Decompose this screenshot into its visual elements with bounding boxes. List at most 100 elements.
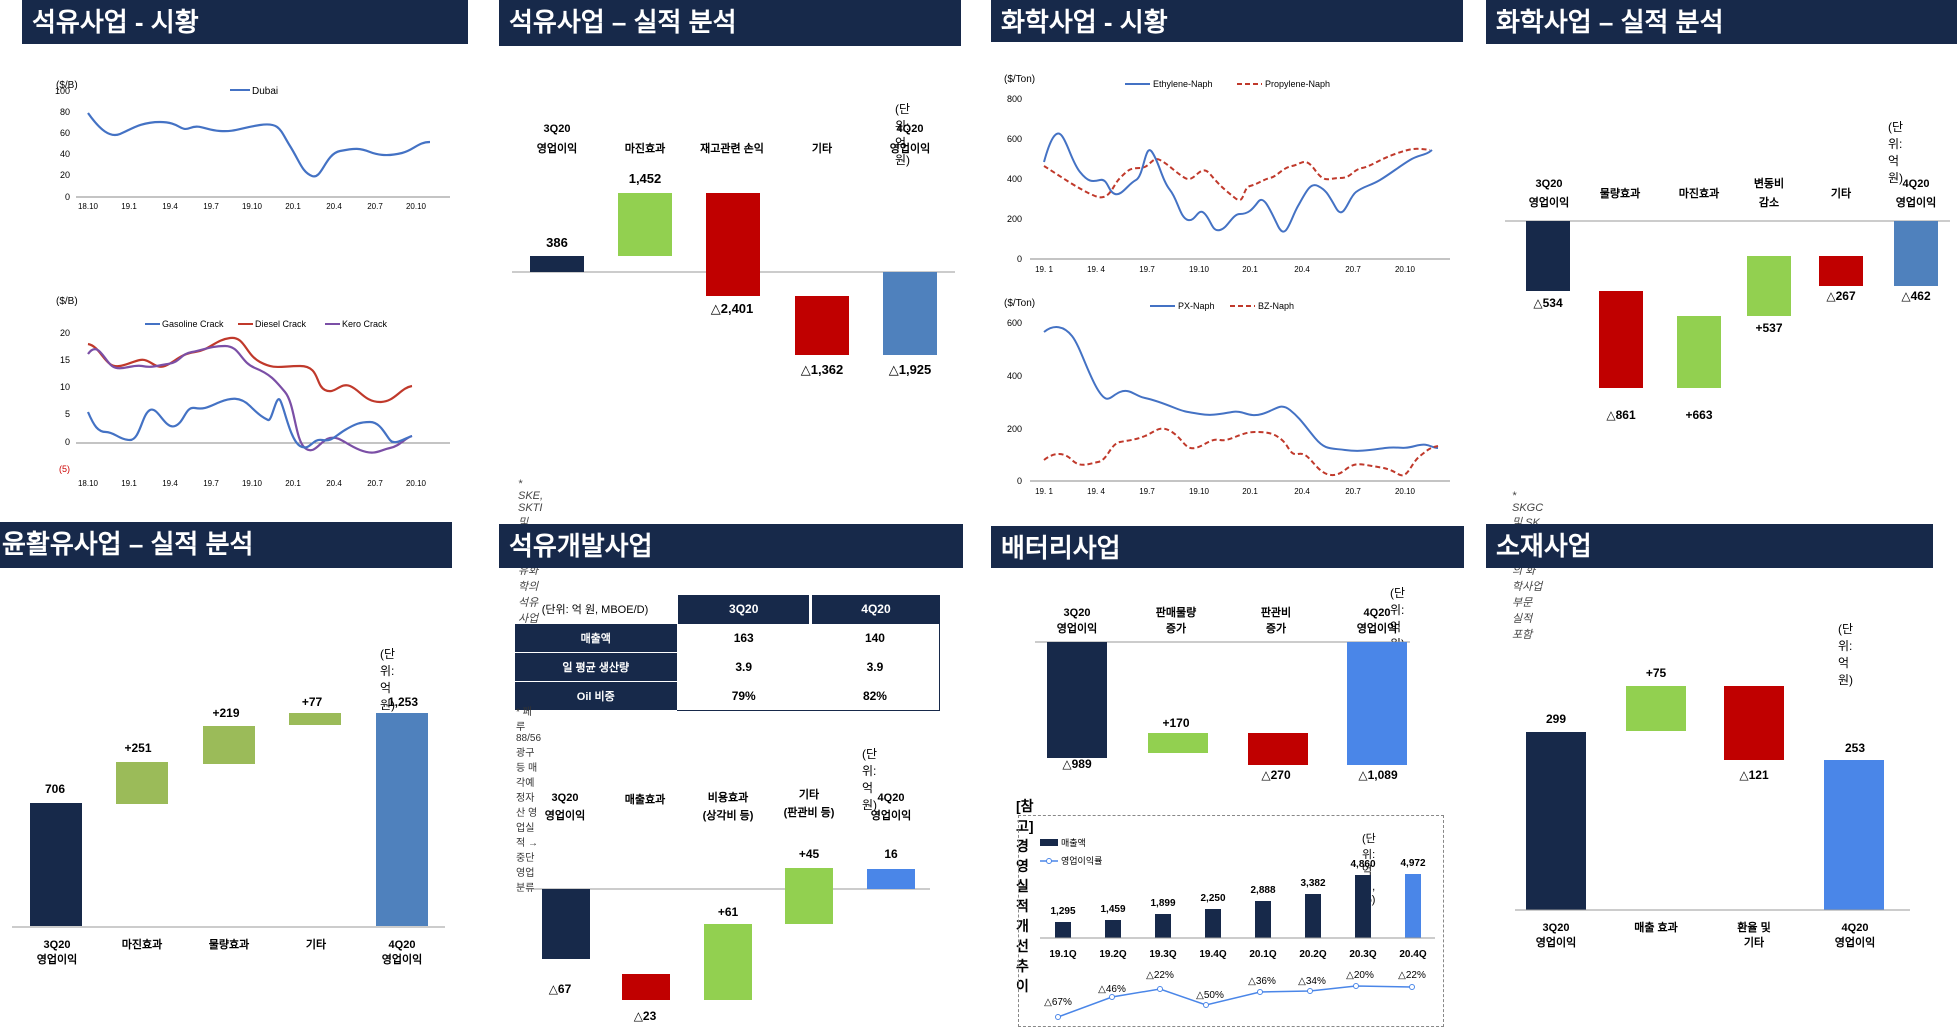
chem-perf-title: 화학사업 – 실적 분석 [1486, 0, 1957, 44]
legend-px: PX-Naph [1178, 301, 1215, 311]
sales-bar [1205, 909, 1221, 938]
x-tick: 19.10 [242, 202, 263, 211]
x-tick: 20.4 [326, 202, 342, 211]
y-tick: 0 [65, 437, 70, 447]
cat-label: 판관비 [1261, 605, 1291, 619]
cat-label: 4Q20 [878, 792, 905, 804]
margin-point [1257, 989, 1263, 995]
margin-label: △20% [1346, 970, 1374, 981]
value-label: +77 [302, 695, 323, 709]
y-tick: 0 [65, 192, 70, 202]
bar-volume [1148, 733, 1208, 753]
value-label: 1,253 [388, 695, 418, 709]
ep-unit: (단위: 억 원) [862, 747, 878, 812]
margin-label: △36% [1248, 976, 1276, 987]
margin-label: △22% [1398, 970, 1426, 981]
cat-label: 영업이익 [1057, 621, 1097, 635]
x-tick: 20.10 [406, 479, 427, 488]
margin-label: △50% [1196, 990, 1224, 1001]
value-label: △23 [634, 1009, 657, 1023]
x-tick: 20.4 [1294, 487, 1310, 496]
ep-cell: 140 [810, 623, 940, 653]
quarter-label: 20.4Q [1399, 949, 1426, 960]
kero-line [87, 344, 413, 454]
legend-ethylene: Ethylene-Naph [1153, 79, 1213, 89]
x-tick: 20.1 [1242, 487, 1258, 496]
diesel-line [87, 336, 413, 404]
ep-cell: 3.9 [810, 652, 940, 682]
cat-label: 기타 [812, 141, 833, 155]
value-label: +251 [124, 741, 151, 755]
sales-label: 1,459 [1100, 904, 1125, 915]
battery-ref-chart: 매출액 영업이익률 1,295 1,459 1,899 2,250 2,888 … [1040, 837, 1435, 1020]
lube-perf-title: 윤활유사업 – 실적 분석 [0, 522, 452, 568]
quarter-label: 20.2Q [1299, 949, 1326, 960]
cat-label: 4Q20 [1842, 922, 1869, 934]
sales-label: 1,295 [1050, 906, 1075, 917]
cat-label: 영업이익 [890, 141, 930, 155]
cat-label: 환율 및 [1737, 920, 1770, 934]
quarter-label: 19.2Q [1099, 949, 1126, 960]
cat-label: 영업이익 [1896, 195, 1936, 209]
dubai-xticks: 18.10 19.1 19.4 19.7 19.10 20.1 20.4 20.… [78, 202, 427, 211]
bar-4q20 [1347, 642, 1407, 765]
bar-inventory [706, 193, 760, 296]
chem-market-title: 화학사업 - 시황 [991, 0, 1463, 42]
bar-sales [622, 974, 670, 1000]
x-tick: 20.10 [406, 202, 427, 211]
bar-4q20 [1824, 760, 1884, 910]
dubai-line [87, 112, 431, 178]
dubai-unit: ($/B) [56, 80, 78, 91]
legend-diesel: Diesel Crack [255, 319, 307, 329]
margin-point [1353, 983, 1359, 989]
y-tick: 200 [1007, 424, 1022, 434]
bar-other [795, 296, 849, 355]
cat-label: 3Q20 [44, 939, 71, 951]
ep-row-label: 일 평균 생산량 [515, 652, 677, 682]
bar-sales [1626, 686, 1686, 731]
sales-label: 4,972 [1400, 858, 1425, 869]
x-tick: 20.7 [367, 479, 383, 488]
x-tick: 20.7 [1345, 265, 1361, 274]
x-tick: 19.7 [1139, 487, 1155, 496]
legend-gasoline: Gasoline Crack [162, 319, 224, 329]
x-tick: 19. 4 [1087, 487, 1105, 496]
x-tick: 19.7 [203, 479, 219, 488]
value-label: △1,362 [801, 362, 844, 377]
cat-label: 영업이익 [537, 141, 577, 155]
propylene-line [1043, 147, 1431, 201]
bar-3q20 [1526, 221, 1570, 291]
y-tick: 10 [60, 382, 70, 392]
cat-label: 영업이익 [382, 952, 422, 966]
x-tick: 19.1 [121, 202, 137, 211]
cat-label: 4Q20 [389, 939, 416, 951]
oil-perf-chart: 3Q20 영업이익 마진효과 재고관련 손익 기타 4Q20 영업이익 386 … [512, 123, 955, 377]
legend-propylene: Propylene-Naph [1265, 79, 1330, 89]
margin-label: △34% [1298, 976, 1326, 987]
oil-perf-title: 석유사업 – 실적 분석 [499, 0, 961, 46]
x-tick: 20.7 [367, 202, 383, 211]
cat-label: 영업이익 [545, 808, 585, 822]
cat-label: 3Q20 [1543, 922, 1570, 934]
materials-chart: 299 +75 △121 253 3Q20 영업이익 매출 효과 환율 및 기타… [1515, 666, 1910, 949]
cat-label: 물량효과 [209, 937, 249, 951]
cat-label: 영업이익 [1835, 935, 1875, 949]
cat-label: 감소 [1759, 195, 1779, 209]
bar-3q20 [530, 256, 584, 272]
cat-label: 영업이익 [1357, 621, 1397, 635]
y-tick: 600 [1007, 134, 1022, 144]
margin-label: △22% [1146, 970, 1174, 981]
y-tick: 800 [1007, 94, 1022, 104]
margin-point [1409, 984, 1415, 990]
value-label: 1,452 [629, 171, 662, 186]
cat-label: 영업이익 [871, 808, 911, 822]
materials-unit: (단위: 억 원) [1838, 622, 1854, 687]
cat-label: 매출 효과 [1634, 920, 1678, 934]
x-tick: 19.10 [242, 479, 263, 488]
cat-label: 기타 [1831, 186, 1852, 200]
quarter-label: 19.4Q [1199, 949, 1226, 960]
bar-varcost [1747, 256, 1791, 316]
sales-label: 1,899 [1150, 898, 1175, 909]
bar-volume [203, 726, 255, 764]
x-tick: 20.7 [1345, 487, 1361, 496]
